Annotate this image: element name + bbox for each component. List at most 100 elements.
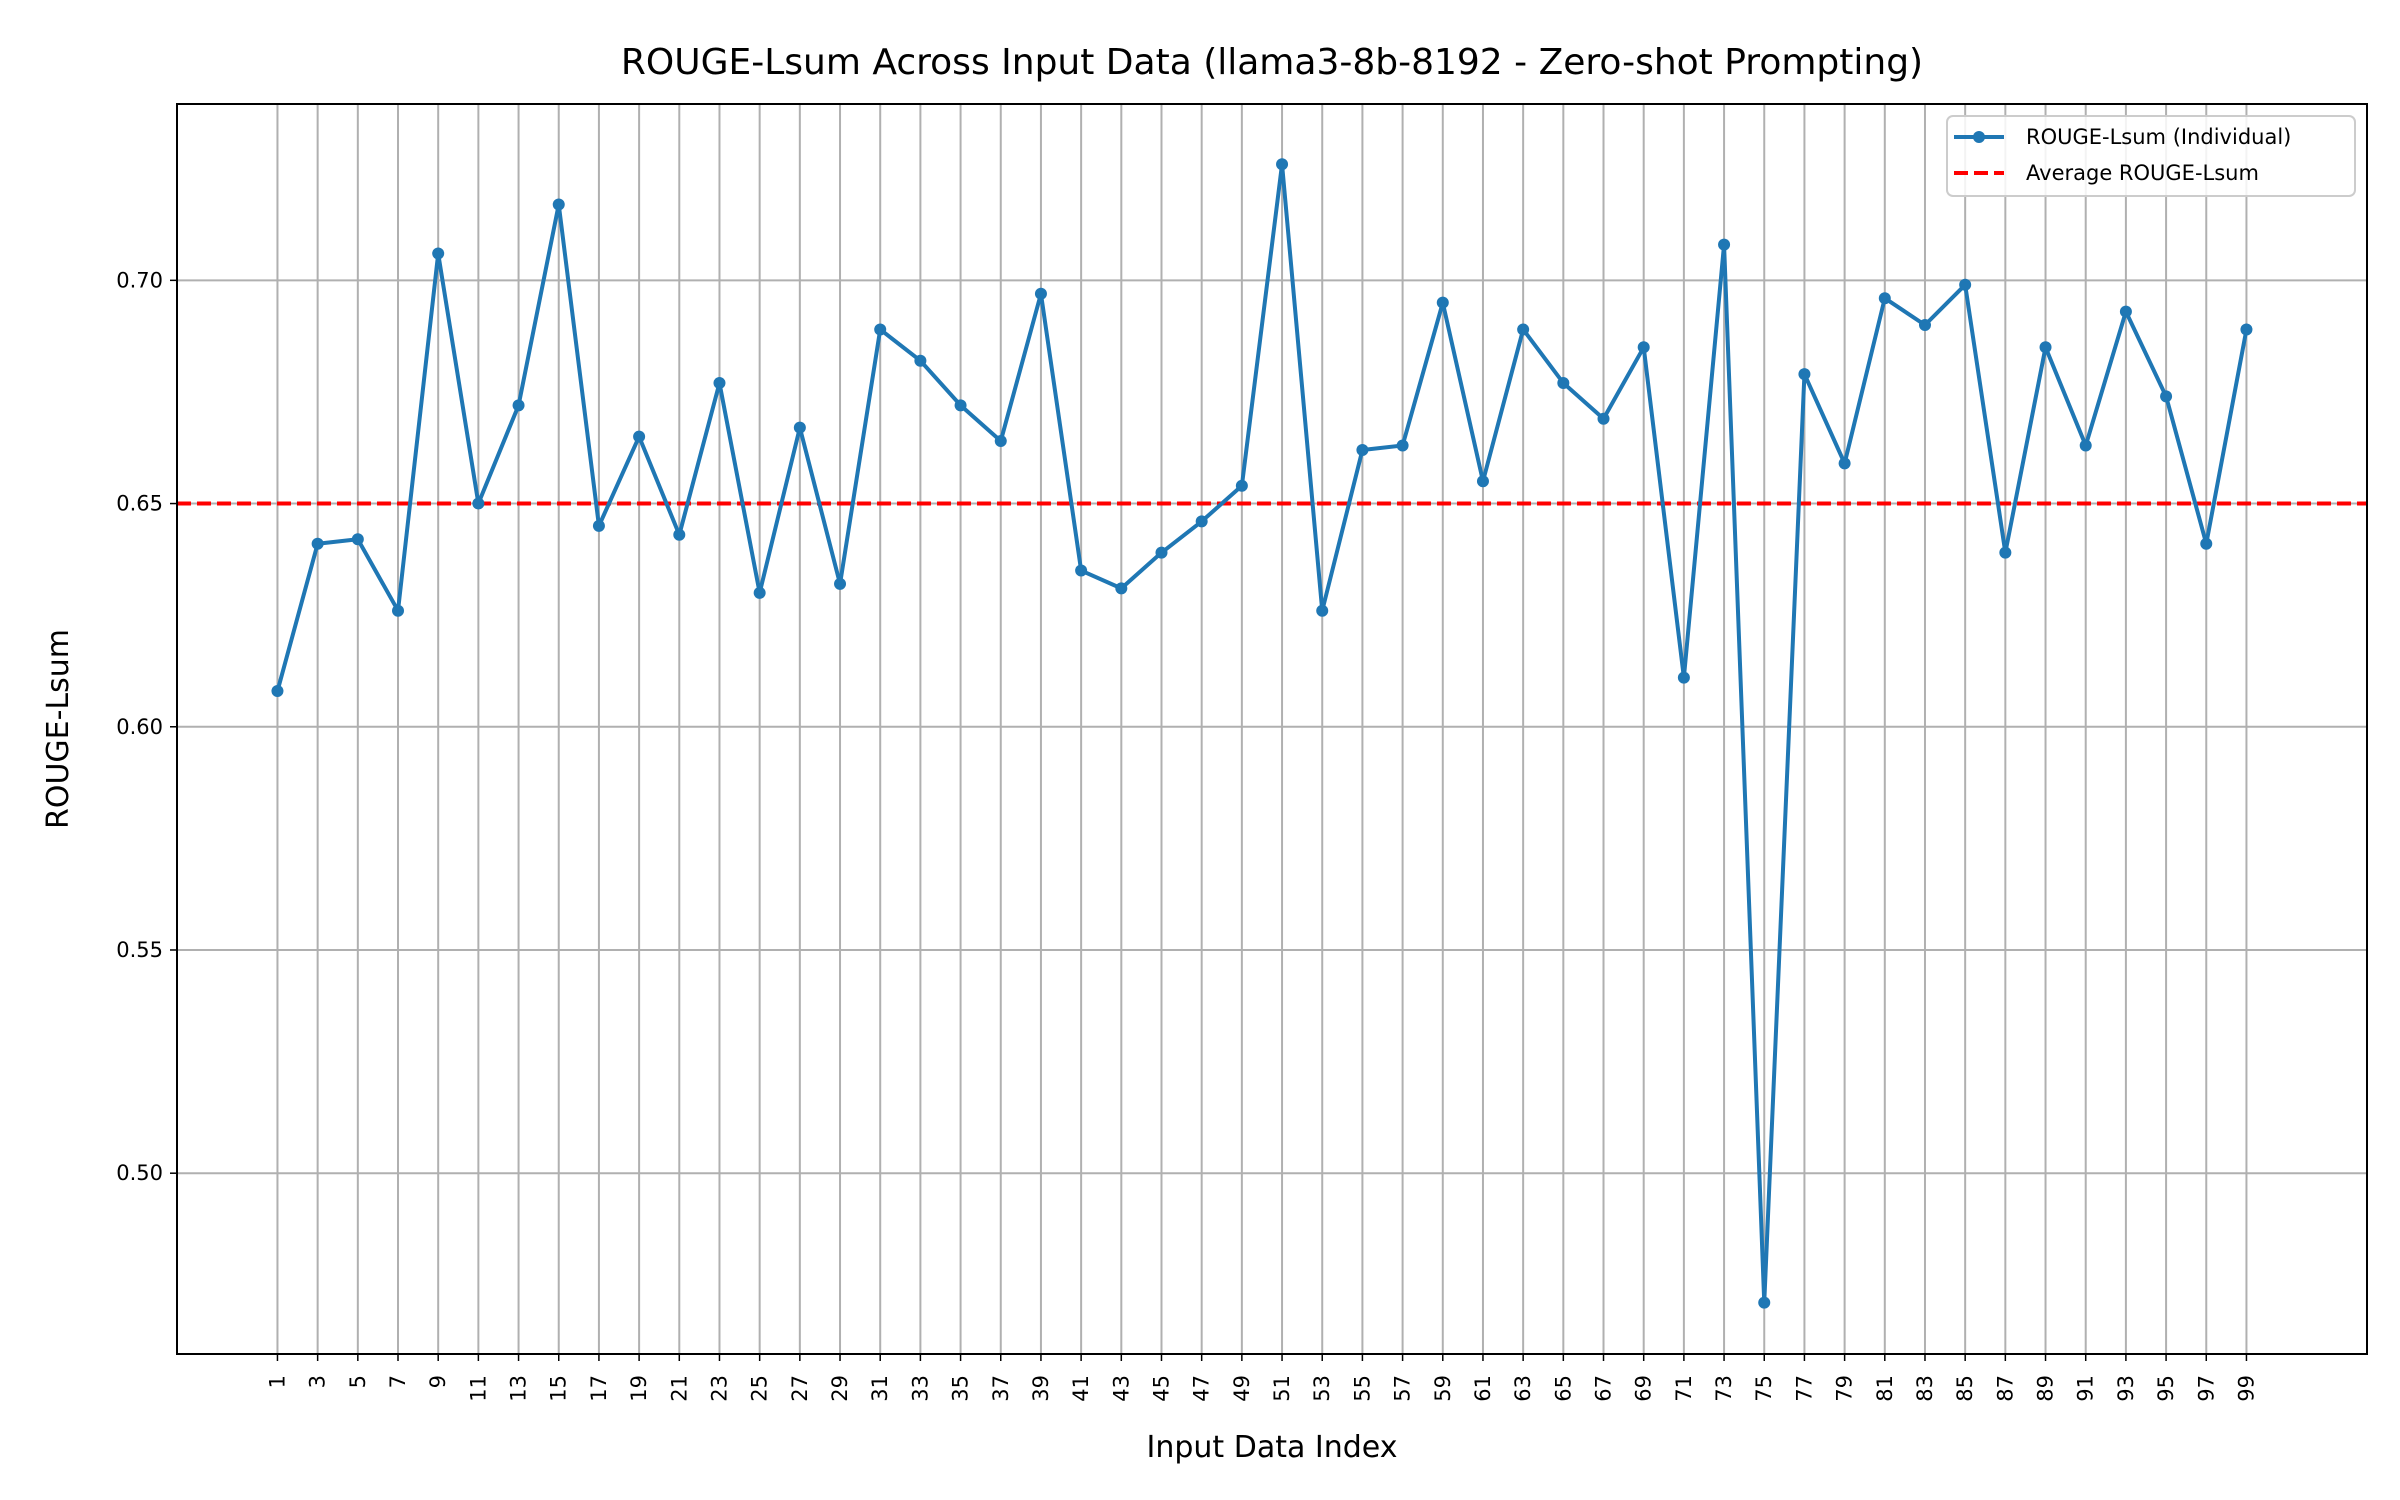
data-point bbox=[1316, 604, 1329, 617]
data-point bbox=[1758, 1296, 1771, 1309]
x-tick-label: 73 bbox=[1712, 1375, 1736, 1402]
x-tick-label: 21 bbox=[667, 1375, 691, 1402]
x-tick-label: 59 bbox=[1431, 1375, 1455, 1402]
data-point bbox=[1918, 318, 1931, 331]
data-point bbox=[1718, 238, 1731, 251]
data-point bbox=[633, 430, 646, 443]
data-point bbox=[673, 528, 686, 541]
x-tick-label: 53 bbox=[1310, 1375, 1334, 1402]
x-tick-label: 9 bbox=[426, 1375, 450, 1388]
data-point bbox=[552, 198, 565, 211]
data-point bbox=[914, 354, 927, 367]
data-point bbox=[874, 323, 887, 336]
x-tick-label: 23 bbox=[707, 1375, 731, 1402]
data-point bbox=[2119, 305, 2132, 318]
x-tick-label: 79 bbox=[1833, 1375, 1857, 1402]
x-axis-label: Input Data Index bbox=[1147, 1430, 1398, 1465]
series-line-individual bbox=[275, 162, 2249, 1305]
x-tick-label: 63 bbox=[1511, 1375, 1535, 1402]
x-tick-label: 67 bbox=[1592, 1375, 1616, 1402]
data-point bbox=[2160, 390, 2173, 403]
data-point bbox=[2200, 537, 2213, 550]
data-point bbox=[1034, 287, 1047, 300]
data-point bbox=[271, 685, 284, 698]
data-point bbox=[954, 399, 967, 412]
data-point bbox=[1597, 412, 1610, 425]
x-tick-label: 37 bbox=[989, 1375, 1013, 1402]
data-point bbox=[1798, 368, 1811, 381]
data-point bbox=[592, 519, 605, 532]
x-tick-label: 31 bbox=[868, 1375, 892, 1402]
x-tick-label: 11 bbox=[466, 1375, 490, 1402]
legend: ROUGE-Lsum (Individual) Average ROUGE-Ls… bbox=[1946, 115, 2356, 197]
y-tick-label: 0.50 bbox=[116, 1161, 163, 1185]
x-tick-label: 25 bbox=[748, 1375, 772, 1402]
y-axis-ticks: 0.50 0.55 0.60 0.65 0.70 bbox=[116, 268, 177, 1185]
data-point bbox=[713, 377, 726, 390]
legend-box bbox=[1946, 115, 2356, 197]
data-point bbox=[351, 533, 364, 546]
y-tick-label: 0.55 bbox=[116, 938, 163, 962]
legend-marker-individual bbox=[1973, 131, 1985, 143]
data-point bbox=[1476, 475, 1489, 488]
data-point bbox=[1195, 515, 1208, 528]
x-tick-label: 57 bbox=[1391, 1375, 1415, 1402]
data-point bbox=[1637, 341, 1650, 354]
data-point bbox=[311, 537, 324, 550]
x-tick-label: 61 bbox=[1471, 1375, 1495, 1402]
x-tick-label: 17 bbox=[587, 1375, 611, 1402]
y-axis-label: ROUGE-Lsum bbox=[41, 629, 76, 829]
x-tick-label: 7 bbox=[386, 1375, 410, 1388]
y-tick-label: 0.70 bbox=[116, 268, 163, 292]
x-tick-label: 77 bbox=[1792, 1375, 1816, 1402]
x-tick-label: 69 bbox=[1632, 1375, 1656, 1402]
data-point bbox=[2039, 341, 2052, 354]
x-axis-ticks: 1 3 5 7 9 11 13 15 17 19 21 23 25 27 29 31 33 35 37 39 41 43 4… bbox=[265, 1354, 2258, 1402]
x-tick-label: 75 bbox=[1752, 1375, 1776, 1402]
data-point bbox=[392, 604, 405, 617]
x-tick-label: 35 bbox=[949, 1375, 973, 1402]
x-tick-label: 45 bbox=[1149, 1375, 1173, 1402]
x-tick-label: 13 bbox=[507, 1375, 531, 1402]
data-point bbox=[1075, 564, 1088, 577]
x-tick-label: 43 bbox=[1109, 1375, 1133, 1402]
plot-frame bbox=[176, 103, 2368, 1355]
data-point bbox=[1557, 377, 1570, 390]
data-point bbox=[1436, 296, 1449, 309]
data-point bbox=[753, 586, 766, 599]
data-points bbox=[271, 158, 2253, 1309]
grid-lines bbox=[177, 104, 2367, 1354]
x-tick-label: 93 bbox=[2114, 1375, 2138, 1402]
legend-label-individual: ROUGE-Lsum (Individual) bbox=[2026, 125, 2291, 149]
x-tick-label: 33 bbox=[908, 1375, 932, 1402]
data-point bbox=[1517, 323, 1530, 336]
data-point bbox=[1155, 546, 1168, 559]
x-tick-label: 95 bbox=[2154, 1375, 2178, 1402]
data-point bbox=[1356, 443, 1369, 456]
data-point bbox=[1999, 546, 2012, 559]
x-tick-label: 1 bbox=[265, 1375, 289, 1388]
x-tick-label: 65 bbox=[1551, 1375, 1575, 1402]
data-point bbox=[994, 435, 1007, 448]
x-tick-label: 3 bbox=[306, 1375, 330, 1388]
x-tick-label: 49 bbox=[1230, 1375, 1254, 1402]
data-point bbox=[1115, 582, 1128, 595]
x-tick-label: 19 bbox=[627, 1375, 651, 1402]
x-tick-label: 97 bbox=[2194, 1375, 2218, 1402]
x-tick-label: 91 bbox=[2074, 1375, 2098, 1402]
x-tick-label: 15 bbox=[547, 1375, 571, 1402]
legend-label-average: Average ROUGE-Lsum bbox=[2026, 161, 2259, 185]
data-point bbox=[2240, 323, 2253, 336]
x-tick-label: 55 bbox=[1350, 1375, 1374, 1402]
x-tick-label: 83 bbox=[1913, 1375, 1937, 1402]
x-tick-label: 89 bbox=[2034, 1375, 2058, 1402]
x-tick-label: 39 bbox=[1029, 1375, 1053, 1402]
data-point bbox=[1959, 278, 1972, 291]
data-point bbox=[1235, 479, 1248, 492]
data-point bbox=[2079, 439, 2092, 452]
x-tick-label: 5 bbox=[346, 1375, 370, 1388]
x-tick-label: 85 bbox=[1953, 1375, 1977, 1402]
data-point bbox=[1878, 292, 1891, 305]
data-point bbox=[793, 421, 806, 434]
